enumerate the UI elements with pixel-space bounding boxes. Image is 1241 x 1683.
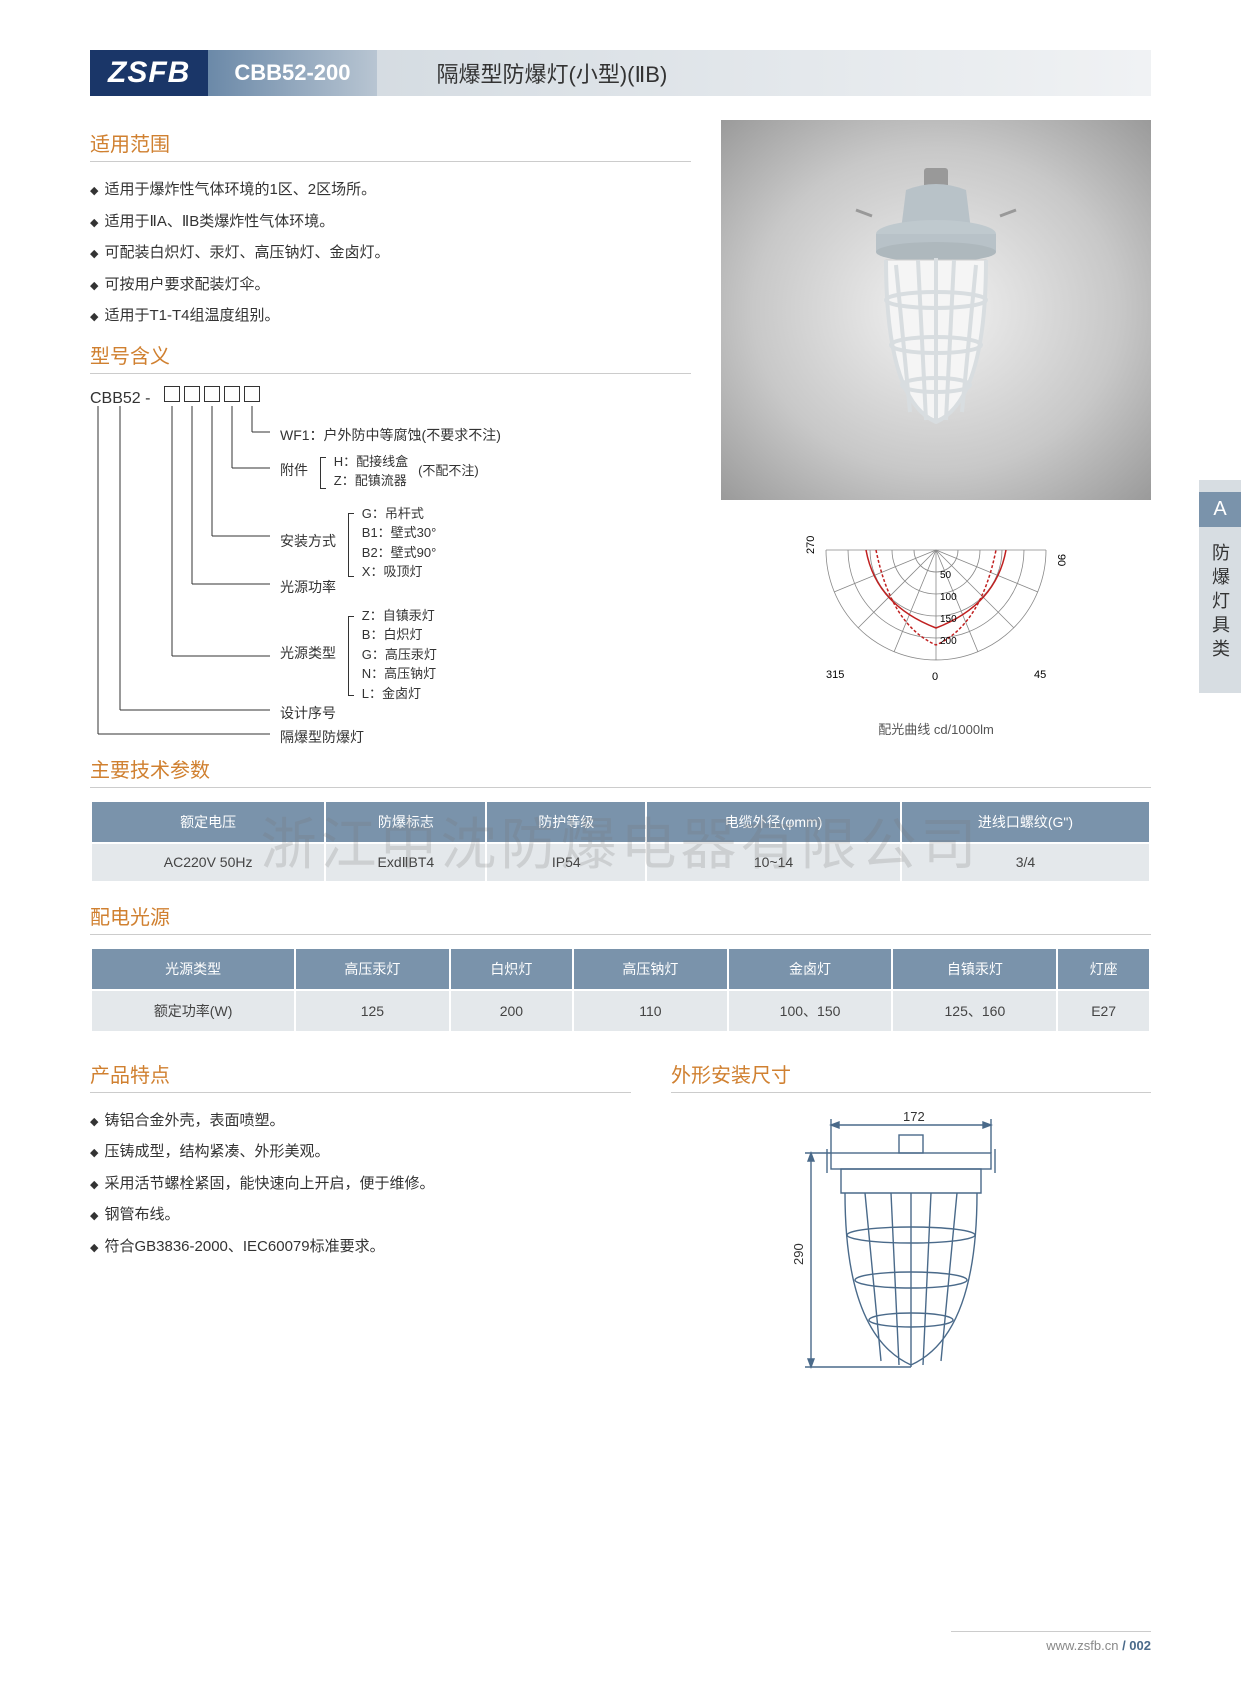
polar-chart: 270 90 315 45 0 50 100 150 200 配光曲线 cd/1…	[796, 530, 1076, 730]
lamp-icon	[836, 160, 1036, 460]
side-category-tab: A 防爆灯具类	[1199, 480, 1241, 693]
page-number: / 002	[1122, 1638, 1151, 1653]
th: 防护等级	[486, 801, 646, 843]
header-bar: ZSFB CBB52-200 隔爆型防爆灯(小型)(ⅡB)	[90, 50, 1151, 96]
section-light-source-title: 配电光源	[90, 901, 1151, 935]
light-source-table: 光源类型 高压汞灯 白炽灯 高压钠灯 金卤灯 自镇汞灯 灯座 额定功率(W) 1…	[90, 947, 1151, 1033]
th: 高压汞灯	[295, 948, 449, 990]
product-title: 隔爆型防爆灯(小型)(ⅡB)	[377, 50, 1152, 96]
td: 125、160	[892, 990, 1057, 1032]
svg-text:200: 200	[940, 636, 957, 647]
scope-item: 可按用户要求配装灯伞。	[90, 269, 691, 301]
logo: ZSFB	[90, 50, 208, 96]
model-row-source-type: 光源类型 Z：自镇汞灯 B：白炽灯 G：高压汞灯 N：高压钠灯 L：金卤灯	[280, 606, 437, 704]
tech-params-table: 额定电压 防爆标志 防护等级 电缆外径(φmm) 进线口螺纹(G") AC220…	[90, 800, 1151, 883]
model-row-product-type: 隔爆型防爆灯	[280, 726, 364, 748]
polar-caption: 配光曲线 cd/1000lm	[796, 719, 1076, 738]
footer: www.zsfb.cn / 002	[951, 1631, 1151, 1653]
features-list: 铸铝合金外壳，表面喷塑。 压铸成型，结构紧凑、外形美观。 采用活节螺栓紧固，能快…	[90, 1105, 631, 1263]
td: 125	[295, 990, 449, 1032]
feature-item: 采用活节螺栓紧固，能快速向上开启，便于维修。	[90, 1168, 631, 1200]
th: 额定电压	[91, 801, 325, 843]
section-scope-title: 适用范围	[90, 128, 691, 162]
td: AC220V 50Hz	[91, 843, 325, 882]
feature-item: 铸铝合金外壳，表面喷塑。	[90, 1105, 631, 1137]
th: 灯座	[1057, 948, 1150, 990]
td: IP54	[486, 843, 646, 882]
svg-text:290: 290	[791, 1243, 806, 1265]
td: 10~14	[646, 843, 901, 882]
th: 自镇汞灯	[892, 948, 1057, 990]
scope-item: 适用于爆炸性气体环境的1区、2区场所。	[90, 174, 691, 206]
th: 白炽灯	[450, 948, 574, 990]
section-dimensions-title: 外形安装尺寸	[671, 1059, 1151, 1093]
model-row-accessory: 附件 H：配接线盒 Z：配镇流器 (不配不注)	[280, 452, 479, 491]
feature-item: 压铸成型，结构紧凑、外形美观。	[90, 1136, 631, 1168]
th: 高压钠灯	[573, 948, 727, 990]
feature-item: 符合GB3836-2000、IEC60079标准要求。	[90, 1231, 631, 1263]
th: 电缆外径(φmm)	[646, 801, 901, 843]
scope-item: 可配装白炽灯、汞灯、高压钠灯、金卤灯。	[90, 237, 691, 269]
svg-text:45: 45	[1034, 669, 1046, 681]
svg-text:315: 315	[826, 669, 844, 681]
model-number: CBB52-200	[208, 50, 376, 96]
svg-text:50: 50	[940, 570, 952, 581]
footer-url: www.zsfb.cn	[1046, 1638, 1118, 1653]
model-row-install: 安装方式 G：吊杆式 B1：壁式30° B2：壁式90° X：吸顶灯	[280, 504, 436, 582]
model-row-wf1: WF1：户外防中等腐蚀(不要求不注)	[280, 424, 501, 446]
scope-item: 适用于ⅡA、ⅡB类爆炸性气体环境。	[90, 206, 691, 238]
svg-text:100: 100	[940, 592, 957, 603]
model-meaning-diagram: CBB52 - WF1：户外防中等腐蚀(不要求不注)	[90, 386, 691, 746]
model-row-design-seq: 设计序号	[280, 702, 336, 724]
td: 200	[450, 990, 574, 1032]
model-row-power: 光源功率	[280, 576, 336, 598]
svg-text:0: 0	[932, 671, 938, 683]
td: E27	[1057, 990, 1150, 1032]
svg-text:150: 150	[940, 614, 957, 625]
svg-text:90: 90	[1055, 554, 1067, 566]
model-diagram-lines	[90, 406, 290, 766]
model-placeholder-squares	[164, 386, 260, 402]
td: 110	[573, 990, 727, 1032]
dimension-drawing: 172 290	[781, 1105, 1041, 1405]
th: 光源类型	[91, 948, 295, 990]
section-features-title: 产品特点	[90, 1059, 631, 1093]
td: 额定功率(W)	[91, 990, 295, 1032]
th: 防爆标志	[325, 801, 486, 843]
product-photo	[721, 120, 1151, 500]
scope-item: 适用于T1-T4组温度组别。	[90, 300, 691, 332]
svg-text:270: 270	[805, 536, 817, 554]
td: 100、150	[728, 990, 893, 1032]
feature-item: 钢管布线。	[90, 1199, 631, 1231]
section-model-meaning-title: 型号含义	[90, 340, 691, 374]
tab-letter: A	[1199, 492, 1241, 527]
td: 3/4	[901, 843, 1150, 882]
th: 金卤灯	[728, 948, 893, 990]
scope-list: 适用于爆炸性气体环境的1区、2区场所。 适用于ⅡA、ⅡB类爆炸性气体环境。 可配…	[90, 174, 691, 332]
td: ExdⅡBT4	[325, 843, 486, 882]
tab-category-text: 防爆灯具类	[1207, 543, 1233, 663]
th: 进线口螺纹(G")	[901, 801, 1150, 843]
svg-text:172: 172	[903, 1109, 925, 1124]
